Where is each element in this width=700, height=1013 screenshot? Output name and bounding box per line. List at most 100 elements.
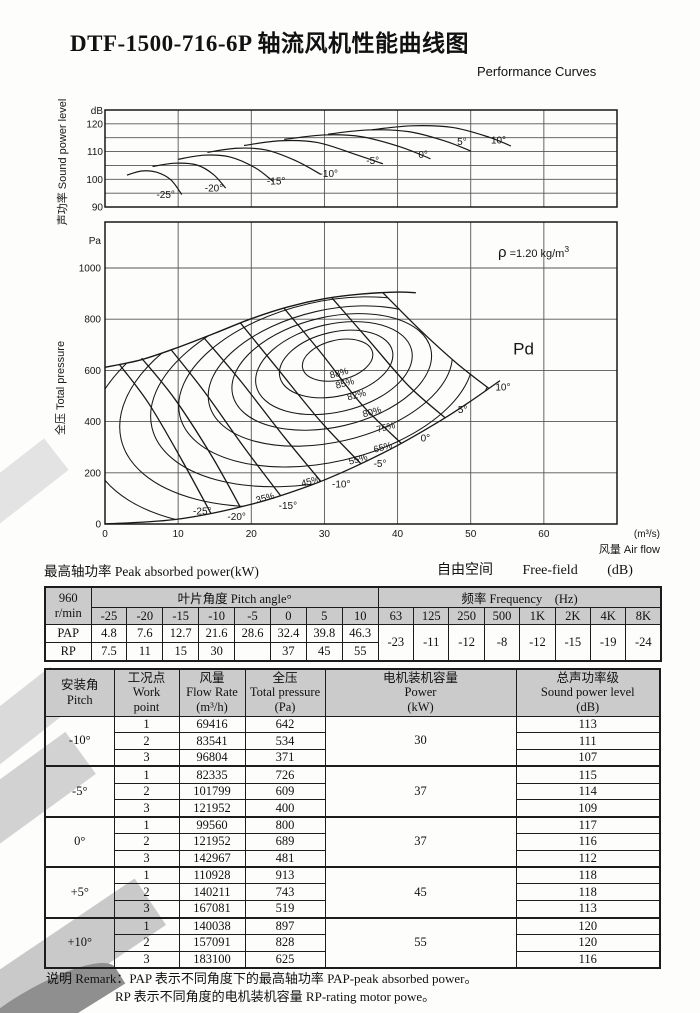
t1-pap-row: PAP 4.8 7.6 12.7 21.6 28.6 32.4 39.8 46.3 -23 -11-… — [44, 624, 662, 661]
t1-pitch-angle: -10 — [198, 607, 236, 625]
flow-axis-title: 风量 Air flow — [599, 543, 660, 556]
t1-pap-value: 21.6 — [198, 624, 236, 643]
pitch-curve-label: 0° — [421, 434, 431, 445]
sound-curve — [328, 129, 471, 152]
t1-pap-value: 46.3 — [341, 624, 379, 643]
t2-flow-cell: 110928 — [178, 866, 246, 885]
t2-data-row: 2 83541 534 111 — [45, 732, 661, 751]
t2-workpoint-cell: 1 — [113, 916, 180, 935]
t2-header-cell: 全压 Total pressure (Pa) — [244, 668, 326, 717]
t1-frequency-header: 频率 Frequency (Hz) — [377, 586, 662, 608]
t2-pressure-cell: 481 — [244, 849, 326, 868]
t1-correction-value: -8 — [483, 624, 521, 661]
t1-correction-value: -11 — [413, 624, 450, 661]
t2-header-line: Sound power level — [540, 685, 635, 700]
efficiency-contour — [255, 321, 413, 416]
pressure-chart-frame — [104, 221, 618, 525]
t2-workpoint-cell: 2 — [113, 782, 180, 801]
efficiency-label: 65% — [372, 440, 394, 456]
pitch-frequency-table: 960 r/min 叶片角度 Pitch angle° 频率 Frequency (H… — [44, 586, 663, 662]
t1-pap-value: 12.7 — [162, 624, 200, 643]
efficiency-contour — [119, 292, 500, 508]
t2-header-line: Total pressure — [249, 685, 321, 700]
t1-pap-value: 32.4 — [269, 624, 307, 643]
density-annotation: ρ =1.20 kg/m3 — [498, 244, 569, 261]
t1-frequency: 250 — [448, 607, 485, 625]
x-tick-label: 50 — [465, 529, 477, 540]
t1-frequency: 63 — [377, 607, 415, 625]
t2-data-row: 0° 1 99560 800 37 117 — [44, 815, 661, 868]
t2-sound-cell: 114 — [515, 782, 661, 801]
t1-pitch-angle: -25 — [90, 607, 128, 625]
efficiency-contours — [105, 292, 500, 524]
t1-frequency: 1K — [519, 607, 556, 625]
t2-header-cell: 工况点 Work point — [113, 668, 180, 717]
efficiency-contour — [105, 292, 500, 524]
t2-data-row: 3 183100 625 116 — [45, 950, 661, 969]
t2-data-row: 2 101799 609 114 — [45, 782, 661, 801]
t2-sound-cell: 113 — [515, 900, 661, 919]
x-tick-label: 20 — [246, 529, 258, 540]
x-tick-label: 30 — [319, 529, 331, 540]
t2-data-row: 3 96804 371 107 — [45, 749, 661, 767]
t2-power-cell: 55 — [324, 916, 517, 969]
t2-power-cell: 30 — [324, 715, 517, 767]
t1-speed-unit: r/min — [54, 606, 82, 620]
t2-workpoint-cell: 1 — [113, 815, 180, 835]
sound-curve-label: -15° — [267, 176, 285, 187]
y-unit-label: dB — [91, 106, 104, 117]
t2-flow-cell: 101799 — [178, 782, 246, 801]
sound-curve-label: 5° — [457, 137, 467, 148]
x-unit-label: (m³/s) — [634, 529, 660, 540]
t2-flow-cell: 99560 — [178, 815, 246, 835]
t2-flow-cell: 140211 — [178, 883, 246, 902]
t2-header-row: 安装角 Pitch 工况点 Work point 风量 Flow Rate (m³/h) 全压 T… — [44, 668, 661, 717]
operating-points-table: 安装角 Pitch 工况点 Work point 风量 Flow Rate (m³/h) 全压 T… — [44, 668, 661, 969]
t2-header-line: 工况点 — [127, 670, 166, 685]
t2-workpoint-cell: 2 — [113, 833, 180, 851]
t2-pressure-cell: 689 — [244, 833, 326, 851]
pitch-curve-label: -25° — [193, 506, 211, 517]
y-tick-label: 0 — [95, 520, 101, 531]
t2-flow-cell: 140038 — [178, 916, 246, 935]
t2-header-line: (m³/h) — [196, 700, 228, 715]
t1-pitch-angle: -15 — [162, 607, 200, 625]
free-field-unit: (dB) — [607, 563, 633, 578]
t1-frequency: 500 — [483, 607, 521, 625]
t1-rp-value — [234, 642, 271, 661]
y-tick-label: 120 — [86, 119, 103, 130]
y-tick-label: 90 — [92, 203, 104, 214]
sound-curve — [152, 162, 227, 189]
pitch-pressure-curve — [283, 308, 402, 444]
pitch-curve-label: -20° — [227, 512, 245, 523]
free-field-cn: 自由空间 — [437, 563, 493, 578]
t1-frequency: 8K — [625, 607, 662, 625]
efficiency-contour — [278, 329, 394, 399]
pitch-pressure-curve — [203, 337, 322, 482]
pitch-pressure-curve — [331, 297, 446, 419]
pitch-pressure-curve — [170, 349, 282, 496]
t2-header-line: 安装角 — [60, 678, 99, 692]
pitch-curve-label: -15° — [279, 501, 297, 512]
t1-rp-value: 7.5 — [90, 642, 128, 661]
t1-rp-value: 11 — [126, 642, 164, 661]
sound-curve-label: -20° — [205, 183, 223, 194]
x-tick-label: 40 — [392, 529, 404, 540]
efficiency-label: 35% — [255, 491, 277, 507]
t1-pitch-angle: -20 — [126, 607, 164, 625]
sound-curve — [207, 147, 322, 175]
t2-flow-cell: 96804 — [178, 749, 246, 767]
t2-flow-cell: 157091 — [178, 933, 246, 952]
t2-workpoint-cell: 2 — [113, 883, 180, 902]
y-tick-label: 100 — [86, 175, 103, 186]
t1-header-row-1: 960 r/min 叶片角度 Pitch angle° 频率 Frequency (H… — [44, 586, 662, 625]
sound-chart: dB 120 110 100 90 声功率 Sound power level -25° -2… — [55, 99, 618, 225]
t2-sound-cell: 120 — [515, 916, 661, 935]
t2-flow-cell: 142967 — [178, 849, 246, 868]
t2-workpoint-cell: 3 — [113, 900, 180, 919]
sound-curve — [371, 125, 512, 147]
pressure-axis-title: 全压 Total pressure — [53, 341, 67, 435]
efficiency-label: 55% — [348, 452, 370, 468]
t2-header-line: Flow Rate — [186, 685, 238, 700]
y-tick-label: 110 — [87, 147, 103, 158]
